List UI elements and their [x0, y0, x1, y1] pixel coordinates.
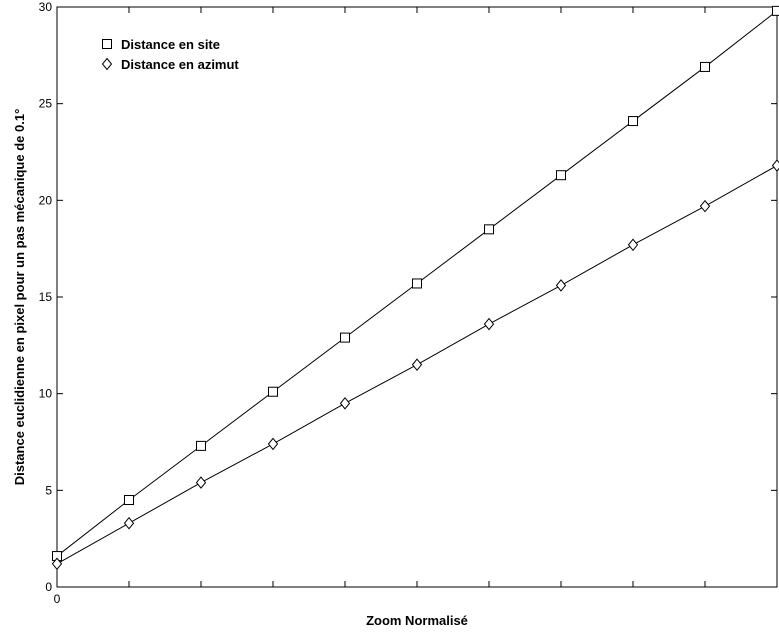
data-point-diamond — [699, 199, 711, 213]
series-layer — [51, 5, 779, 571]
data-point-diamond — [123, 516, 135, 530]
series-azimut — [51, 159, 779, 571]
data-point-diamond — [627, 238, 639, 252]
data-point-square — [556, 170, 566, 181]
y-axis-ticks: 0 5 10 15 20 25 30 — [39, 0, 777, 594]
y-tick-label: 0 — [45, 580, 52, 594]
data-point-square — [340, 332, 350, 343]
y-tick-label: 10 — [39, 387, 53, 401]
data-point-square — [772, 5, 779, 16]
y-tick-label: 30 — [39, 0, 53, 14]
data-point-diamond — [267, 437, 279, 451]
y-tick-label: 5 — [45, 483, 52, 497]
data-point-diamond — [411, 358, 423, 371]
data-point-square — [268, 386, 278, 397]
legend-label: Distance en azimut — [121, 57, 239, 72]
x-axis-ticks: 0 — [54, 7, 778, 606]
y-tick-label: 15 — [39, 290, 53, 304]
x-tick-label: 0 — [54, 592, 61, 606]
data-point-square — [196, 440, 206, 451]
y-tick-label: 25 — [39, 97, 53, 111]
legend-label: Distance en site — [121, 37, 220, 52]
data-point-diamond — [51, 557, 63, 571]
data-point-square — [484, 224, 494, 235]
y-tick-label: 20 — [39, 193, 53, 207]
x-axis-title: Zoom Normalisé — [366, 613, 468, 628]
data-point-square — [628, 116, 638, 127]
legend-marker-diamond — [101, 57, 113, 71]
data-point-square — [700, 61, 710, 72]
data-point-diamond — [195, 476, 207, 489]
series-site — [52, 5, 779, 562]
data-point-diamond — [555, 279, 567, 292]
data-point-diamond — [339, 397, 351, 410]
y-axis-title: Distance euclidienne en pixel pour un pa… — [12, 109, 27, 486]
legend: Distance en site Distance en azimut — [101, 37, 239, 72]
data-point-square — [124, 495, 134, 505]
data-point-diamond — [771, 159, 779, 172]
data-point-diamond — [483, 317, 495, 331]
data-point-square — [412, 278, 422, 289]
legend-marker-square — [102, 39, 112, 49]
